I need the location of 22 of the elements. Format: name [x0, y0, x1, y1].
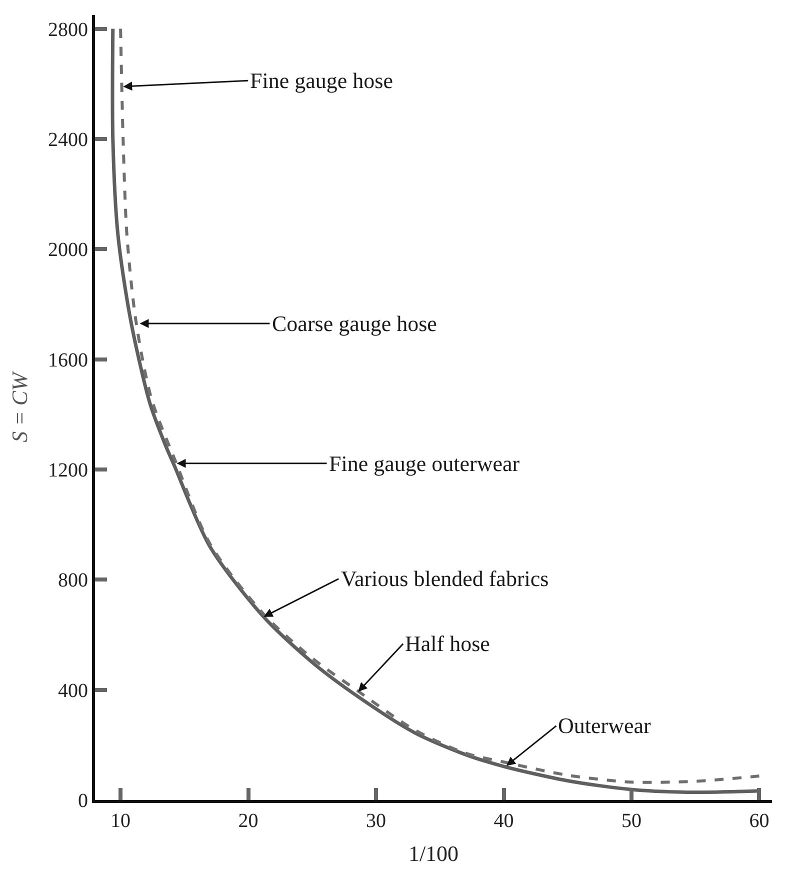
- x-tick-label: 20: [238, 810, 258, 832]
- y-tick-label: 400: [58, 680, 88, 702]
- y-tick-label: 2400: [48, 128, 88, 151]
- annotation: Fine gauge hose: [250, 68, 393, 93]
- x-tick-label: 50: [621, 810, 642, 832]
- y-tick-label: 2000: [48, 239, 88, 262]
- y-tick-label: 1600: [48, 349, 88, 372]
- x-axis-title: 1/100: [408, 840, 459, 866]
- y-tick-label: 2800: [48, 18, 88, 41]
- y-tick-label: 0: [78, 790, 88, 812]
- annotation: Coarse gauge hose: [272, 311, 437, 336]
- x-tick-label: 60: [749, 810, 770, 832]
- x-tick-label: 40: [494, 810, 514, 832]
- x-tick-label: 30: [366, 810, 386, 832]
- annotation: Half hose: [405, 631, 490, 656]
- y-tick-label: 1200: [48, 459, 88, 482]
- y-axis-title: S = CW: [6, 370, 32, 442]
- annotation: Various blended fabrics: [341, 566, 549, 591]
- annotation: Fine gauge outerwear: [329, 451, 520, 476]
- y-tick-label: 800: [58, 570, 88, 592]
- x-tick-label: 10: [110, 810, 131, 832]
- annotation: Outerwear: [558, 713, 652, 738]
